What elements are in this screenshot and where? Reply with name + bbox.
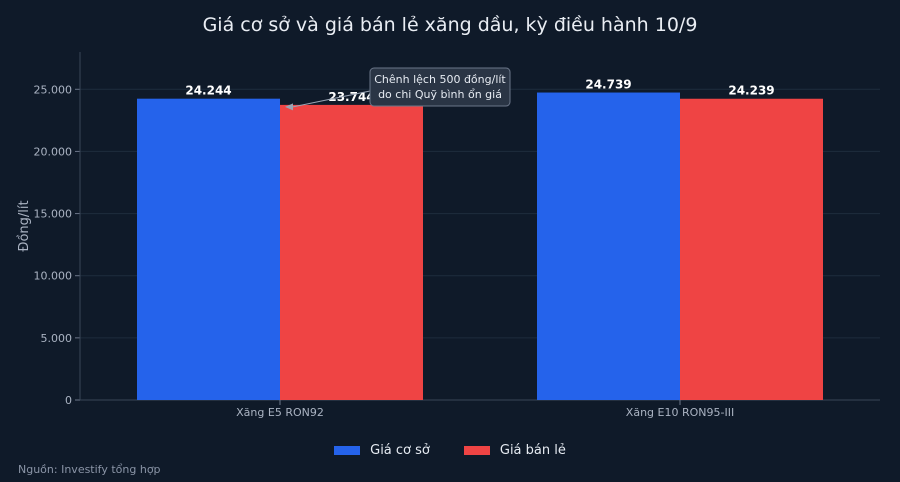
bar-retail-price [280,104,423,401]
y-tick-label: 0 [65,394,72,407]
bar-base-price [137,98,280,401]
bar-base-price [537,92,680,400]
y-tick-label: 10.000 [34,270,73,283]
source-note: Nguồn: Investify tổng hợp [18,463,161,476]
data-label: 24.739 [585,78,631,92]
legend-swatch-base-price [334,446,361,455]
data-label: 24.244 [185,84,231,98]
data-label: 23.744 [328,90,374,104]
chart-title: Giá cơ sở và giá bán lẻ xăng dầu, kỳ điề… [202,14,698,36]
annotation-box [369,67,511,107]
y-tick-label: 5.000 [41,332,73,345]
x-tick-label: Xăng E5 RON92 [236,406,324,419]
y-tick-label: 20.000 [34,145,73,158]
data-label: 24.239 [728,84,774,98]
annotation-text: do chi Quỹ bình ổn giá [378,88,502,101]
legend-label-retail-price: Giá bán lẻ [499,443,566,458]
annotation-arrow-head [285,103,293,111]
bar-retail-price [680,98,823,400]
legend-item-retail-price[interactable]: Giá bán lẻ [463,443,566,458]
y-axis-label: Đồng/lít [17,200,32,251]
legend-label-base-price: Giá cơ sở [370,443,430,458]
y-tick-label: 15.000 [34,208,73,221]
annotation-arrow-line [292,90,371,108]
annotation-text: Chênh lệch 500 đồng/lít [374,73,506,86]
x-tick-label: Xăng E10 RON95-III [626,406,734,419]
legend: Giá cơ sở Giá bán lẻ [0,443,900,458]
legend-swatch-retail-price [463,446,490,455]
y-tick-label: 25.000 [34,83,73,96]
legend-item-base-price[interactable]: Giá cơ sở [334,443,430,458]
